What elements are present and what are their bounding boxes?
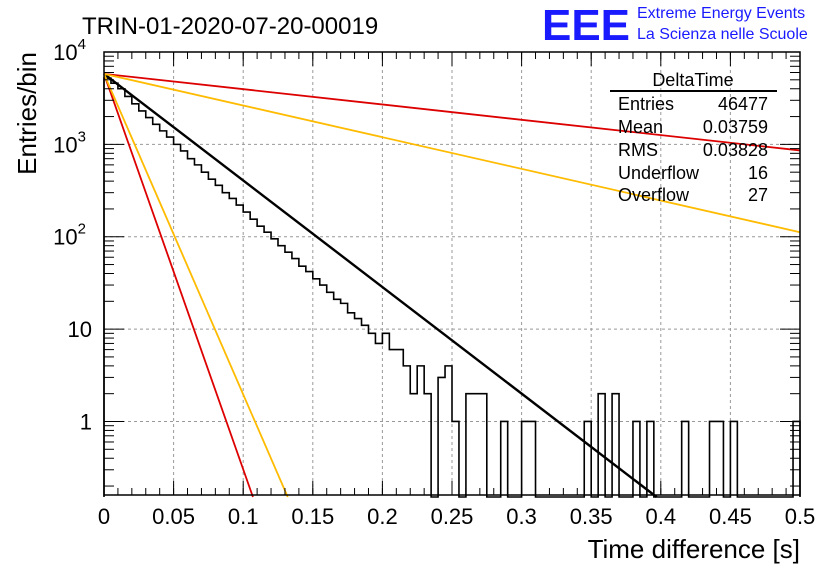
stats-row-mean: Mean 0.03759 bbox=[618, 117, 768, 137]
stats-title: DeltaTime bbox=[652, 70, 733, 90]
x-tick-label: 0.1 bbox=[228, 504, 259, 529]
grid-lines bbox=[104, 52, 800, 495]
fit-line bbox=[103, 72, 801, 152]
y-tick-label: 10 bbox=[68, 317, 92, 342]
x-tick-label: 0.35 bbox=[570, 504, 613, 529]
x-tick-label: 0.15 bbox=[291, 504, 334, 529]
stats-value: 46477 bbox=[718, 94, 768, 114]
x-tick-label: 0.05 bbox=[152, 504, 195, 529]
x-axis-title: Time difference [s] bbox=[588, 534, 800, 564]
y-axis-title: Entries/bin bbox=[12, 52, 42, 175]
histogram-outline bbox=[103, 77, 801, 498]
fit-lines-layer bbox=[103, 72, 801, 498]
stats-value: 27 bbox=[748, 185, 768, 205]
stats-value: 0.03828 bbox=[703, 140, 768, 160]
x-tick-label: 0.25 bbox=[431, 504, 474, 529]
x-tick-label: 0.3 bbox=[506, 504, 537, 529]
logo-line-1: Extreme Energy Events bbox=[637, 5, 805, 22]
logo-line-2: La Scienza nelle Scuole bbox=[637, 26, 808, 43]
x-tick-label: 0.4 bbox=[646, 504, 677, 529]
chart-title: TRIN-01-2020-07-20-00019 bbox=[82, 13, 378, 40]
x-tick-label: 0.5 bbox=[785, 504, 816, 529]
eee-logo-mark: EEE bbox=[542, 1, 630, 50]
x-tick-label: 0.2 bbox=[367, 504, 398, 529]
axis-ticks bbox=[103, 51, 801, 495]
y-tick-label: 102 bbox=[53, 221, 86, 250]
fit-line bbox=[103, 73, 254, 498]
x-tick-label: 0 bbox=[98, 504, 110, 529]
y-tick-label: 104 bbox=[53, 36, 86, 65]
stats-label: Overflow bbox=[618, 185, 690, 205]
stats-row-overflow: Overflow 27 bbox=[618, 185, 768, 205]
y-tick-labels: 1 10 102 103 104 bbox=[53, 36, 92, 434]
stats-row-entries: Entries 46477 bbox=[618, 94, 768, 114]
stats-row-rms: RMS 0.03828 bbox=[618, 140, 768, 160]
stats-label: RMS bbox=[618, 140, 658, 160]
stats-label: Entries bbox=[618, 94, 674, 114]
fit-line bbox=[103, 72, 801, 234]
histogram-layer bbox=[103, 77, 801, 498]
stats-label: Mean bbox=[618, 117, 663, 137]
stats-row-underflow: Underflow 16 bbox=[618, 163, 768, 183]
stats-label: Underflow bbox=[618, 163, 700, 183]
stats-box: DeltaTime Entries 46477 Mean 0.03759 RMS… bbox=[610, 70, 777, 205]
x-tick-label: 0.45 bbox=[709, 504, 752, 529]
y-tick-label: 103 bbox=[53, 128, 86, 157]
y-tick-label: 1 bbox=[80, 409, 92, 434]
x-tick-labels: 0 0.05 0.1 0.15 0.2 0.25 0.3 0.35 0.4 0.45 0.5 bbox=[98, 504, 815, 529]
fit-line bbox=[103, 73, 289, 498]
stats-value: 16 bbox=[748, 163, 768, 183]
fit-line bbox=[103, 72, 658, 498]
eee-logo: EEE Extreme Energy Events La Scienza nel… bbox=[542, 1, 808, 50]
stats-value: 0.03759 bbox=[703, 117, 768, 137]
